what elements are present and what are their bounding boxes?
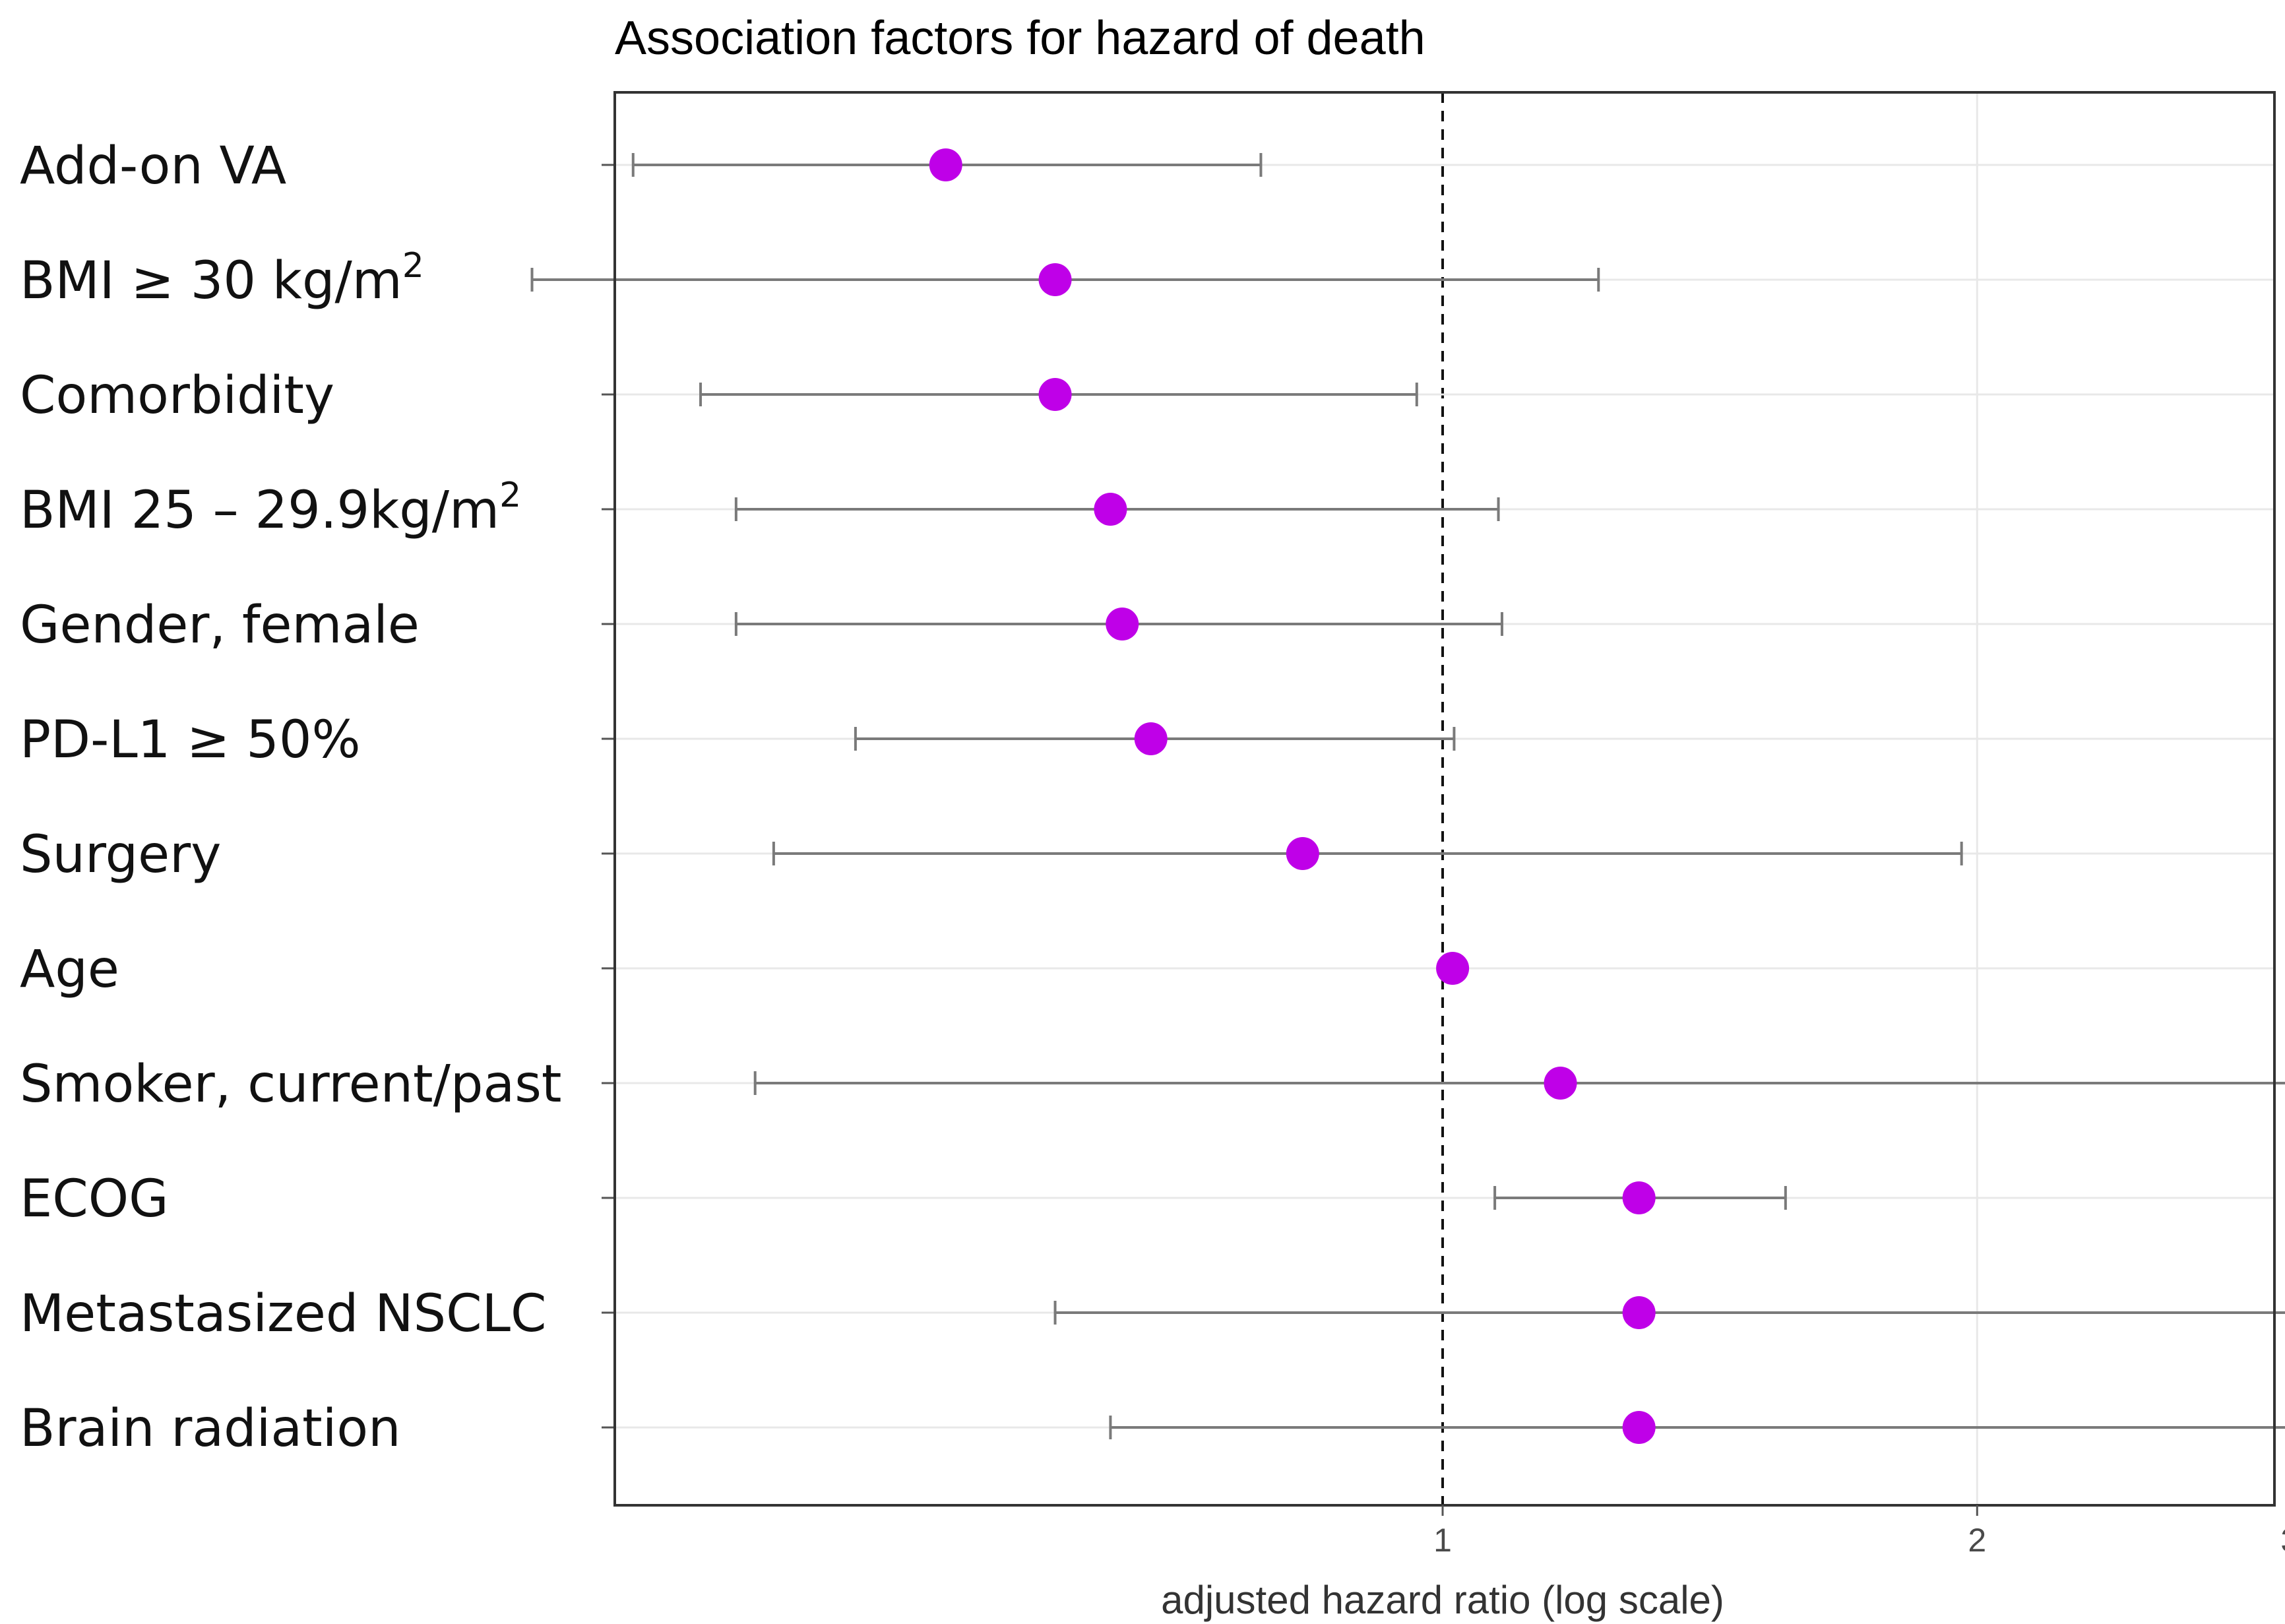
hazard-ratio-point — [1622, 1181, 1656, 1214]
row-label: Add-on VA — [20, 137, 286, 196]
hazard-ratio-point — [1544, 1067, 1577, 1100]
x-tick-label: 1 — [1433, 1522, 1452, 1559]
forest-row: Surgery — [20, 825, 2274, 885]
row-label: Brain radiation — [20, 1399, 401, 1458]
forest-row: BMI 25 – 29.9kg/m2 — [20, 476, 2274, 540]
row-label: PD-L1 ≥ 50% — [20, 710, 361, 770]
x-tick-label: 2 — [1968, 1522, 1986, 1559]
row-label-text: Age — [20, 940, 119, 999]
forest-row: Smoker, current/past — [20, 1055, 2285, 1114]
row-label-text: BMI 25 – 29.9kg/m — [20, 481, 499, 540]
hazard-ratio-point — [1622, 1296, 1656, 1329]
hazard-ratio-point — [929, 148, 962, 181]
forest-row: Gender, female — [20, 596, 2274, 655]
hazard-ratio-point — [1436, 952, 1470, 985]
forest-row: Brain radiation — [20, 1399, 2285, 1458]
hazard-ratio-point — [1038, 263, 1072, 296]
x-axis: 12345 — [1433, 1505, 2285, 1559]
row-label-text: ECOG — [20, 1170, 169, 1229]
hazard-ratio-point — [1106, 608, 1139, 640]
row-label: Smoker, current/past — [20, 1055, 561, 1114]
row-label-text: Metastasized NSCLC — [20, 1284, 546, 1344]
row-label-text: PD-L1 ≥ 50% — [20, 710, 361, 770]
row-label-text: Comorbidity — [20, 366, 334, 425]
x-tick-label: 3 — [2280, 1522, 2285, 1559]
plot-frame — [613, 91, 2276, 1507]
chart-title: Association factors for hazard of death — [615, 12, 1425, 65]
gridlines — [1976, 92, 1978, 1505]
row-label-text: Surgery — [20, 825, 221, 885]
forest-row: Comorbidity — [20, 366, 2274, 425]
row-label: ECOG — [20, 1170, 169, 1229]
row-label: Metastasized NSCLC — [20, 1284, 546, 1344]
row-label: Gender, female — [20, 596, 420, 655]
row-label: BMI 25 – 29.9kg/m2 — [20, 476, 521, 540]
forest-row: BMI ≥ 30 kg/m2 — [20, 246, 2274, 311]
row-label-text: Brain radiation — [20, 1399, 401, 1458]
hazard-ratio-point — [1038, 378, 1072, 411]
hazard-ratio-point — [1134, 722, 1168, 755]
row-label: Surgery — [20, 825, 221, 885]
forest-row: Metastasized NSCLC — [20, 1284, 2285, 1344]
forest-row: ECOG — [20, 1170, 2274, 1229]
row-label-text: BMI ≥ 30 kg/m — [20, 251, 402, 311]
row-label-text: Add-on VA — [20, 137, 286, 196]
forest-row: Age — [20, 940, 2274, 999]
forest-row: PD-L1 ≥ 50% — [20, 710, 2274, 770]
hazard-ratio-point — [1622, 1411, 1656, 1444]
row-label-text: Gender, female — [20, 596, 420, 655]
row-label-text: Smoker, current/past — [20, 1055, 561, 1114]
row-label-superscript: 2 — [499, 476, 521, 515]
hazard-ratio-point — [1094, 493, 1127, 526]
row-label: Comorbidity — [20, 366, 334, 425]
row-label-superscript: 2 — [402, 246, 424, 286]
hazard-ratio-point — [1286, 837, 1319, 870]
row-label: BMI ≥ 30 kg/m2 — [20, 246, 424, 311]
forest-row: Add-on VA — [20, 137, 2274, 196]
row-label: Age — [20, 940, 119, 999]
x-axis-label: adjusted hazard ratio (log scale) — [1161, 1578, 1724, 1622]
